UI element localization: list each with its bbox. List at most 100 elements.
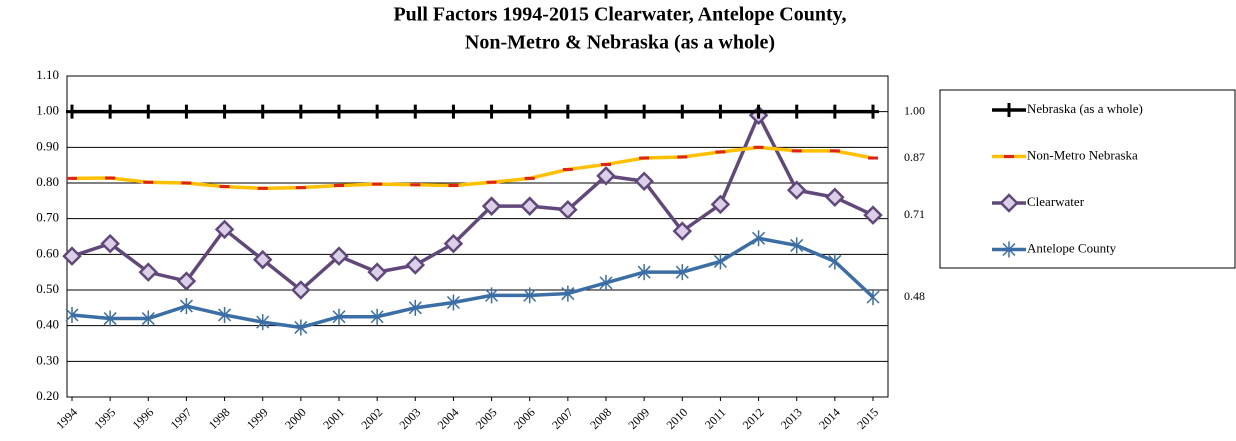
data-point [863,205,883,225]
legend-marker [1002,241,1016,258]
data-point [371,104,384,119]
data-point [600,104,612,119]
chart-title: Non-Metro & Nebraska (as a whole) [465,32,775,54]
y-tick-label: 1.10 [36,67,59,82]
data-point [370,308,384,325]
data-point [252,249,273,270]
y-tick-label: 0.40 [36,317,59,332]
y-tick-label: 0.90 [36,138,59,153]
x-tick-label: 2008 [587,405,614,432]
data-point [180,104,193,119]
data-point [867,104,879,119]
data-point [561,285,575,302]
data-point [752,104,765,119]
x-tick-label: 2001 [320,405,347,432]
data-point [138,262,159,282]
data-point [786,180,807,200]
data-point [713,253,727,270]
data-point [141,310,155,327]
x-tick-label: 2012 [740,405,767,432]
data-point [176,271,197,291]
data-point [333,104,345,119]
x-tick-label: 1997 [168,405,195,432]
data-point [672,221,693,241]
data-point [218,104,231,119]
data-point [409,104,422,119]
data-point [405,255,426,275]
legend-box [939,89,1236,269]
legend-label: Nebraska (as a whole) [1027,101,1143,116]
data-point [256,314,270,331]
data-point [523,104,536,119]
data-point [100,233,120,254]
data-point [676,104,689,119]
y-tick-label: 1.00 [36,103,59,118]
data-point [214,219,235,240]
data-point [179,298,193,315]
data-point [485,104,498,119]
data-point [291,280,311,300]
data-point [558,199,578,220]
legend-marker [999,193,1019,213]
data-point [332,308,346,325]
x-tick-label: 2000 [282,405,309,432]
series-line [71,111,874,293]
x-tick-label: 2014 [816,405,843,432]
data-point [634,171,654,191]
data-point [637,264,651,281]
data-label: 1.00 [904,103,925,117]
data-point [825,187,845,208]
y-tick-label: 0.50 [36,281,59,296]
data-point [599,274,613,291]
x-tick-label: 1999 [244,405,271,432]
legend-label: Non-Metro Nebraska [1027,147,1138,162]
data-point [561,104,574,119]
x-tick-label: 2010 [663,405,690,432]
data-point [447,104,460,119]
data-point [523,287,537,304]
data-point [142,104,155,119]
x-tick-label: 2003 [396,405,423,432]
y-tick-label: 0.30 [36,352,59,367]
legend-label: Antelope County [1027,240,1117,255]
data-point [443,233,464,254]
data-point [66,104,78,119]
x-tick-label: 2007 [549,405,576,432]
y-tick-label: 0.60 [36,245,59,260]
data-point [408,299,422,316]
data-point [790,237,804,254]
data-point [62,246,82,266]
chart-title: Pull Factors 1994-2015 Clearwater, Antel… [393,4,846,26]
x-tick-label: 2013 [778,405,805,432]
x-tick-label: 2015 [854,405,881,432]
data-point [256,104,269,119]
plot-frame [66,75,889,398]
y-tick-label: 0.80 [36,174,59,189]
data-point [790,104,803,119]
y-tick-label: 0.70 [36,210,59,225]
data-point [752,230,766,247]
legend-marker [1003,103,1015,117]
data-point [638,104,651,119]
data-point [596,166,616,186]
series-line [71,145,874,191]
data-point [329,246,349,266]
data-point [481,196,502,216]
x-tick-label: 2006 [511,405,538,432]
data-point [828,104,841,119]
data-point [866,289,880,306]
data-point [294,319,308,336]
x-tick-label: 1996 [129,405,156,432]
legend-label: Clearwater [1027,194,1085,209]
data-point [519,196,540,216]
y-tick-label: 0.20 [36,388,59,403]
x-tick-label: 2004 [435,405,462,432]
data-point [218,306,232,323]
data-point [65,306,79,323]
data-point [104,104,117,119]
data-point [485,287,499,304]
data-point [710,194,731,215]
x-tick-label: 2011 [702,405,729,432]
data-point [828,253,842,270]
